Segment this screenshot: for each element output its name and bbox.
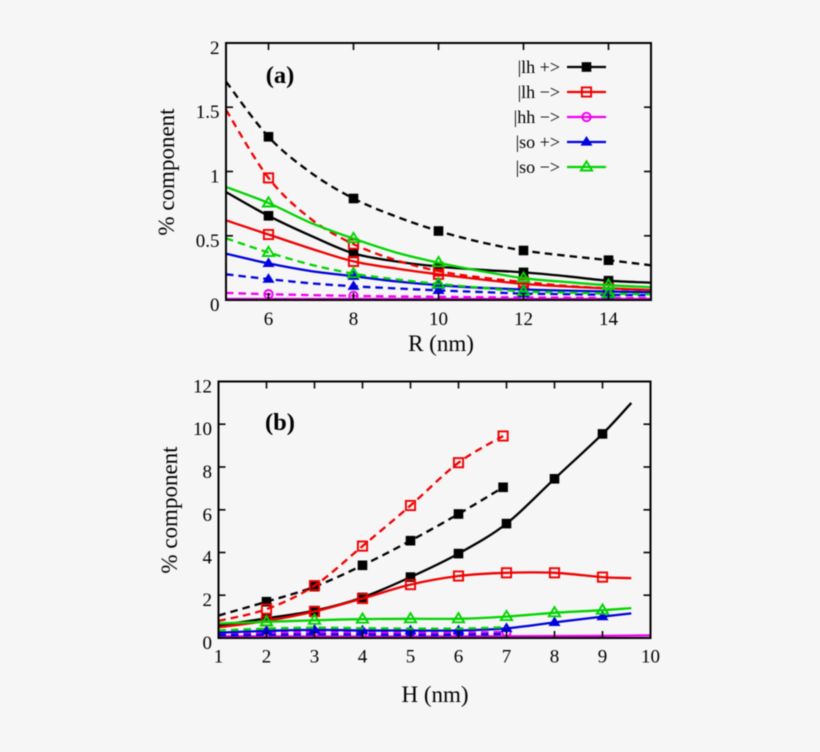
svg-text:(a): (a) [266, 62, 295, 89]
svg-text:9: 9 [598, 647, 608, 668]
svg-text:0: 0 [210, 295, 220, 316]
svg-text:6: 6 [264, 309, 274, 330]
svg-text:5: 5 [406, 647, 416, 668]
svg-text:6: 6 [454, 647, 464, 668]
svg-text:R (nm): R (nm) [408, 331, 474, 356]
svg-text:7: 7 [502, 647, 512, 668]
svg-text:8: 8 [550, 647, 560, 668]
svg-text:3: 3 [310, 647, 320, 668]
svg-text:H (nm): H (nm) [401, 682, 468, 707]
svg-text:12: 12 [514, 309, 533, 330]
svg-text:1: 1 [210, 167, 220, 188]
svg-text:12: 12 [193, 377, 212, 398]
svg-text:4: 4 [203, 548, 213, 569]
svg-text:1: 1 [214, 647, 224, 668]
svg-text:10: 10 [641, 647, 660, 668]
svg-text:14: 14 [599, 309, 619, 330]
svg-text:|lh −>: |lh −> [518, 82, 560, 102]
svg-text:|so −>: |so −> [516, 157, 560, 177]
svg-text:|so +>: |so +> [516, 132, 560, 152]
svg-text:% component: % component [154, 108, 179, 236]
svg-text:2: 2 [210, 38, 220, 59]
svg-text:8: 8 [349, 309, 359, 330]
svg-text:2: 2 [203, 590, 213, 611]
svg-text:1.5: 1.5 [196, 102, 220, 123]
svg-text:6: 6 [203, 505, 213, 526]
svg-text:|hh −>: |hh −> [514, 107, 560, 127]
svg-text:0.5: 0.5 [196, 231, 220, 252]
svg-text:10: 10 [429, 309, 448, 330]
svg-text:|lh +>: |lh +> [518, 57, 560, 77]
svg-text:2: 2 [262, 647, 272, 668]
svg-text:0: 0 [203, 633, 213, 654]
svg-text:4: 4 [358, 647, 368, 668]
svg-text:10: 10 [193, 419, 212, 440]
svg-text:(b): (b) [265, 409, 295, 436]
svg-text:8: 8 [203, 462, 213, 483]
svg-text:% component: % component [157, 446, 182, 574]
